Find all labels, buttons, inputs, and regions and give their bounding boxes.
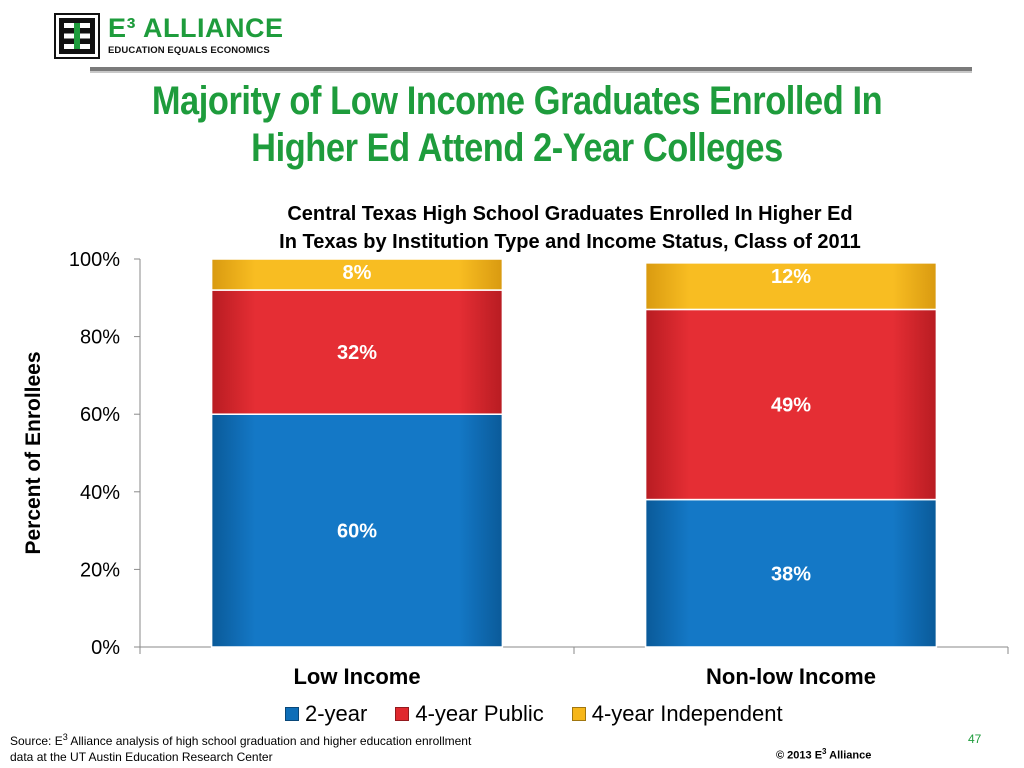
source-text: Alliance analysis of high school graduat…	[67, 734, 472, 748]
data-label-2-year-low-income: 60%	[337, 521, 377, 543]
copyright-notice: © 2013 E3 Alliance	[776, 747, 871, 762]
data-label-4-year-independent-non-low-income: 12%	[771, 266, 811, 288]
bar-segment-4-year-public-non-low-income	[644, 308, 938, 501]
copyright-text: Alliance	[826, 749, 872, 762]
y-tick-label: 100%	[69, 249, 120, 271]
legend-swatch-2-year	[285, 707, 299, 721]
bar-segment-2-year-low-income	[210, 413, 504, 648]
chart-legend: 2-year 4-year Public 4-year Independent	[285, 700, 811, 728]
e3-alliance-logo: E³ ALLIANCE EDUCATION EQUALS ECONOMICS	[54, 13, 283, 63]
legend-item-2-year: 2-year	[285, 701, 367, 727]
source-superscript: 3	[62, 732, 68, 742]
data-label-4-year-public-non-low-income: 49%	[771, 395, 811, 417]
y-tick-label: 0%	[91, 637, 120, 659]
copyright-prefix: © 2013 E	[776, 749, 823, 762]
e3-logo-mark-icon	[54, 13, 100, 59]
source-line-2: data at the UT Austin Education Research…	[10, 750, 273, 764]
legend-label-4-year-public: 4-year Public	[415, 701, 544, 726]
data-label-4-year-independent-low-income: 8%	[343, 262, 372, 284]
slide-title-line-1: Majority of Low Income Graduates Enrolle…	[151, 79, 883, 123]
source-prefix: Source: E	[10, 734, 63, 748]
data-label-2-year-non-low-income: 38%	[771, 563, 811, 585]
y-tick-label: 60%	[80, 404, 120, 426]
chart-title-line-2: In Texas by Institution Type and Income …	[279, 231, 861, 253]
slide-title: Majority of Low Income Graduates Enrolle…	[60, 78, 974, 172]
y-tick-label: 40%	[80, 482, 120, 504]
y-axis-title: Percent of Enrollees	[22, 351, 45, 554]
chart-title-line-1: Central Texas High School Graduates Enro…	[287, 203, 853, 225]
bar-segment-4-year-independent-non-low-income	[644, 262, 938, 311]
copyright-superscript: 3	[822, 747, 827, 756]
bar-segment-4-year-public-low-income	[210, 289, 504, 415]
logo-tagline: EDUCATION EQUALS ECONOMICS	[108, 45, 270, 56]
source-note: Source: E3 Alliance analysis of high sch…	[10, 729, 570, 765]
data-label-4-year-public-low-income: 32%	[337, 342, 377, 364]
legend-item-4-year-public: 4-year Public	[395, 701, 544, 727]
slide-title-line-2: Higher Ed Attend 2-Year Colleges	[251, 126, 783, 170]
header-rule-shadow	[90, 71, 972, 73]
legend-label-4-year-independent: 4-year Independent	[591, 701, 783, 726]
bar-segment-2-year-non-low-income	[644, 498, 938, 648]
legend-item-4-year-independent: 4-year Independent	[571, 701, 783, 727]
header-rule	[90, 67, 972, 71]
x-category-label-non-low-income: Non-low Income	[706, 664, 876, 689]
y-tick-label: 20%	[80, 559, 120, 581]
page-number: 47	[968, 732, 982, 746]
legend-swatch-4-year-public	[395, 707, 410, 721]
legend-label-2-year: 2-year	[305, 701, 368, 726]
chart-title: Central Texas High School Graduates Enro…	[140, 200, 1000, 256]
bar-segment-4-year-independent-low-income	[210, 258, 504, 291]
y-tick-label: 80%	[80, 327, 120, 349]
x-category-label-low-income: Low Income	[293, 664, 420, 689]
logo-wordmark: E³ ALLIANCE	[108, 13, 284, 43]
legend-swatch-4-year-independent	[571, 707, 586, 721]
